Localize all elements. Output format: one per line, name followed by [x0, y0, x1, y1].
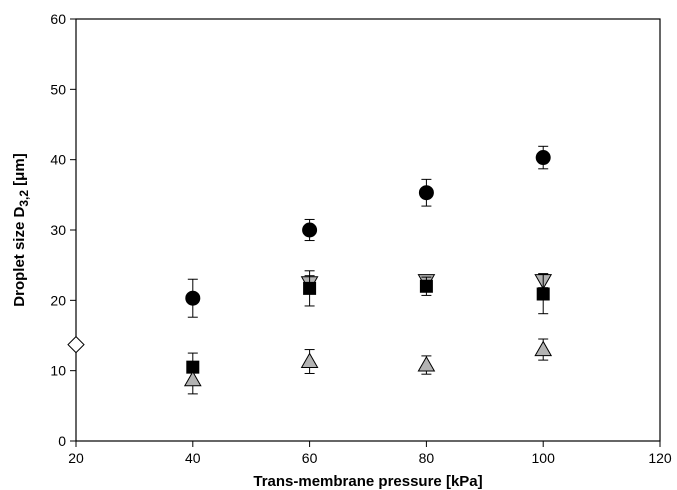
- y-tick-label: 20: [50, 292, 66, 308]
- x-tick-label: 60: [302, 450, 318, 466]
- series-triangle-up: [183, 338, 553, 395]
- y-tick-label: 40: [50, 152, 66, 168]
- data-point-diamond: [67, 335, 85, 354]
- data-point-circle: [302, 222, 318, 238]
- data-point-triangle-up: [300, 352, 319, 369]
- y-axis-title: Droplet size D3,2 [μm]: [11, 153, 31, 306]
- data-point-triangle-up: [534, 340, 553, 357]
- y-tick-label: 50: [50, 81, 66, 97]
- data-marks: [67, 145, 553, 395]
- x-tick-label: 120: [648, 450, 672, 466]
- y-axis-title-suffix: [μm]: [11, 153, 28, 190]
- x-axis: 20 40 60 80 100 120: [68, 441, 672, 466]
- plot-frame: [75, 18, 661, 442]
- data-point-square: [303, 281, 317, 295]
- y-axis-title-prefix: Droplet size D: [11, 207, 28, 307]
- x-tick-label: 40: [185, 450, 201, 466]
- data-point-circle: [185, 290, 201, 306]
- series-diamond: [67, 335, 85, 354]
- y-tick-label: 60: [50, 11, 66, 27]
- series-square: [186, 270, 550, 382]
- data-point-square: [536, 287, 550, 301]
- y-tick-label: 30: [50, 222, 66, 238]
- y-tick-label: 10: [50, 363, 66, 379]
- x-tick-label: 100: [532, 450, 556, 466]
- y-tick-label: 0: [58, 433, 66, 449]
- x-tick-label: 20: [68, 450, 84, 466]
- data-point-square: [419, 279, 433, 293]
- x-tick-label: 80: [419, 450, 435, 466]
- data-point-circle: [418, 185, 434, 201]
- series-circle: [185, 145, 551, 318]
- data-point-circle: [535, 150, 551, 166]
- data-point-triangle-up: [417, 356, 436, 372]
- x-axis-title: Trans-membrane pressure [kPa]: [253, 473, 482, 490]
- data-point-triangle-up: [183, 370, 202, 387]
- y-axis: 0 10 20 30 40 50 60: [50, 11, 76, 449]
- y-axis-title-subscript: 3,2: [17, 190, 31, 207]
